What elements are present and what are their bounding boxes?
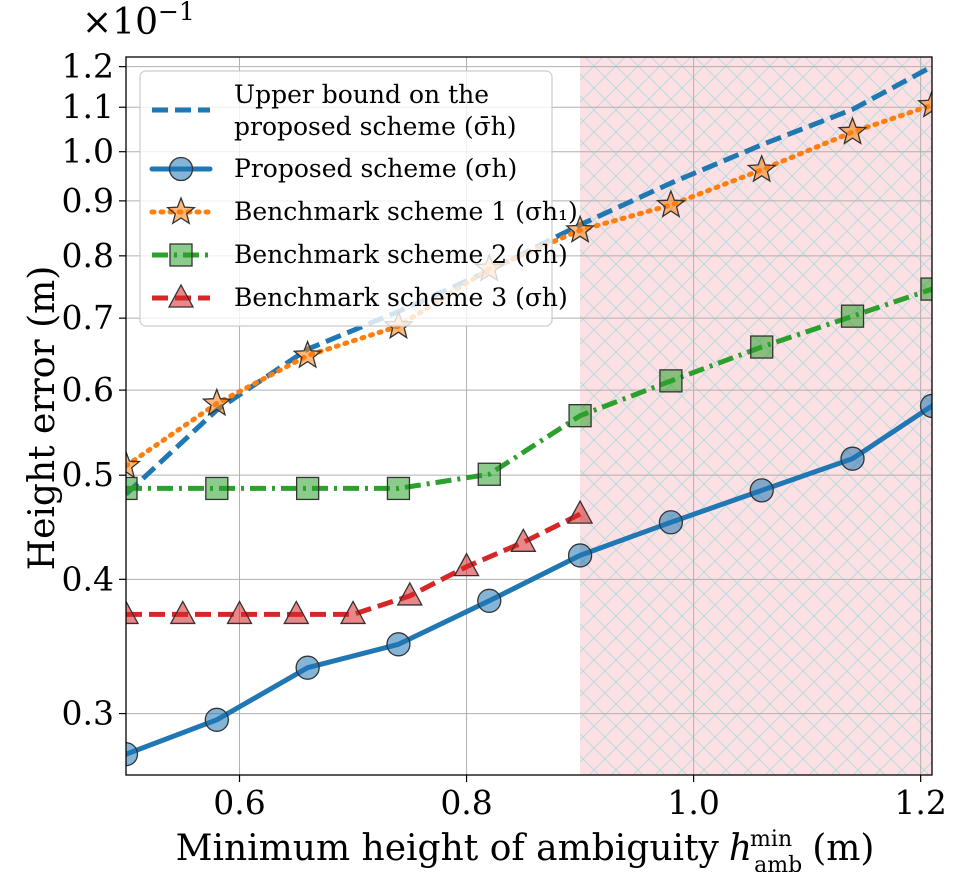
data-point-proposed: [295, 655, 320, 680]
legend-item-upper: Upper bound on the proposed scheme (σ̄h): [152, 80, 517, 141]
data-point-bench1: [201, 387, 232, 417]
legend-label-proposed: Proposed scheme (σh): [234, 154, 517, 183]
legend-label-bench3: Benchmark scheme 3 (σh): [234, 283, 568, 312]
series-line-bench2: [126, 286, 932, 491]
y-tick-label: 0.4: [62, 559, 114, 598]
data-point-proposed: [204, 707, 229, 732]
y-axis-label: Height error (m): [22, 266, 63, 571]
data-point-bench1: [916, 89, 932, 118]
data-point-proposed: [567, 543, 593, 568]
y-tick-label: 1.1: [62, 87, 114, 126]
data-point-bench3: [453, 552, 480, 577]
legend-marker-bench3: [167, 283, 195, 308]
legend-label-bench1: Benchmark scheme 1 (σh₁): [234, 197, 578, 226]
legend-marker-bench2: [169, 243, 193, 267]
data-point-bench2: [659, 369, 683, 393]
data-point-bench2: [126, 476, 138, 501]
data-point-bench3: [510, 527, 537, 552]
y-tick-label: 0.8: [62, 236, 114, 275]
legend: Upper bound on the proposed scheme (σ̄h) P…: [139, 70, 578, 327]
data-point-bench3: [126, 600, 140, 625]
data-point-bench2: [750, 335, 774, 359]
data-point-proposed: [919, 393, 932, 419]
series-bench3: [126, 499, 594, 625]
y-tick-label: 0.5: [62, 455, 114, 494]
legend-label-upper-line2: proposed scheme (σ̄h): [234, 112, 517, 141]
data-point-bench3: [339, 600, 367, 625]
data-point-proposed: [126, 742, 139, 767]
legend-item-bench3: Benchmark scheme 3 (σh): [152, 283, 568, 312]
data-point-bench2: [386, 476, 411, 501]
data-point-proposed: [477, 588, 502, 613]
series-line-proposed: [126, 403, 932, 757]
data-point-bench1: [565, 214, 596, 244]
data-point-bench2: [205, 476, 229, 501]
y-tick-label: 0.3: [62, 694, 114, 733]
legend-label-upper: Upper bound on the: [234, 80, 489, 109]
data-point-bench2: [477, 462, 501, 486]
data-point-proposed: [658, 510, 684, 535]
data-point-proposed: [749, 478, 774, 503]
legend-marker-bench1: [166, 196, 196, 225]
x-tick-label: 1.0: [667, 783, 719, 822]
data-point-bench1: [655, 189, 686, 218]
data-point-bench3: [283, 600, 310, 625]
x-tick-label: 0.8: [440, 783, 492, 822]
data-point-bench1: [746, 153, 777, 183]
data-point-bench3: [169, 600, 196, 625]
legend-item-proposed: Proposed scheme (σh): [149, 154, 517, 183]
series-line-bench1: [126, 102, 932, 469]
x-tick-label: 1.2: [894, 783, 946, 822]
y-tick-label: 0.7: [62, 298, 114, 337]
legend-item-bench1: Benchmark scheme 1 (σh₁): [149, 196, 578, 226]
data-point-bench2: [295, 476, 320, 501]
data-point-proposed: [840, 446, 865, 471]
data-point-bench3: [566, 499, 594, 524]
legend-box: [139, 70, 553, 327]
series-layer: [126, 64, 932, 767]
data-point-bench2: [920, 277, 932, 301]
series-bench2: [126, 277, 932, 501]
y-exponent-label: ×10−1: [82, 0, 195, 43]
y-tick-label: 1.0: [62, 132, 114, 171]
ticks: 0.6 0.8 1.0 1.20.30.40.50.60.70.80.91.01.11…: [62, 47, 947, 822]
legend-label-bench2: Benchmark scheme 2 (σh): [234, 240, 568, 269]
plot-frame: [125, 56, 933, 776]
series-proposed: [126, 393, 932, 767]
data-point-bench1: [126, 450, 142, 479]
data-point-bench3: [396, 581, 423, 606]
y-tick-label: 0.9: [62, 181, 114, 220]
data-point-bench1: [292, 339, 323, 369]
x-tick-label: 0.6: [213, 783, 265, 822]
series-line-bench3: [126, 511, 582, 617]
legend-item-bench2: Benchmark scheme 2 (σh): [152, 240, 568, 269]
data-point-bench3: [226, 600, 253, 625]
y-tick-label: 0.6: [62, 370, 114, 409]
x-axis-label: Minimum height of ambiguity hmin amb (m): [176, 827, 875, 872]
data-point-bench2: [840, 304, 865, 328]
data-point-bench1: [837, 116, 868, 145]
y-tick-label: 1.2: [62, 47, 114, 86]
data-point-bench2: [568, 404, 592, 428]
data-point-proposed: [386, 632, 411, 657]
legend-marker-proposed: [168, 156, 194, 182]
